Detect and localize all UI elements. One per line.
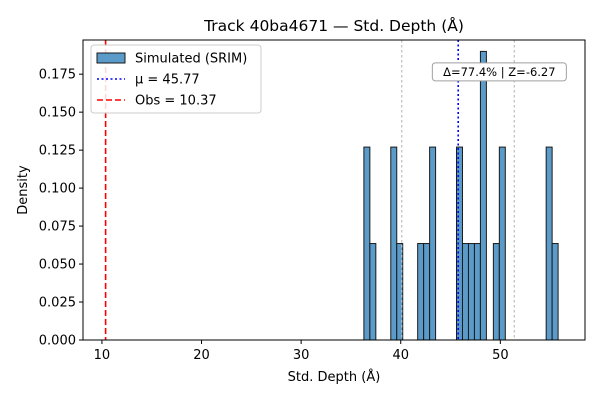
histogram-bar — [479, 50, 487, 341]
x-tick-label: 10 — [94, 348, 111, 363]
histogram-bar — [369, 243, 377, 341]
histogram-bar — [551, 243, 559, 341]
x-tick-label: 20 — [193, 348, 210, 363]
stats-annotation: Δ=77.4% | Z=-6.27 — [431, 62, 567, 82]
histogram-bar — [429, 146, 437, 341]
legend-swatch-bar — [96, 52, 126, 64]
histogram-bar — [473, 243, 481, 341]
histogram-bar — [417, 243, 425, 341]
legend-label: Obs = 10.37 — [135, 94, 217, 109]
x-tick-label: 30 — [293, 348, 310, 363]
x-axis-ticks: 10 20 30 40 50 — [94, 340, 509, 363]
histogram-bar — [363, 146, 371, 341]
x-tick-label: 40 — [392, 348, 409, 363]
y-tick-label: 0.050 — [39, 258, 76, 273]
y-tick-label: 0.025 — [39, 296, 76, 311]
legend-box — [90, 44, 262, 114]
y-axis-label: Density — [16, 165, 31, 215]
y-tick-label: 0.150 — [39, 106, 76, 121]
annotation-box — [431, 62, 567, 82]
y-tick-label: 0.100 — [39, 182, 76, 197]
legend: Simulated (SRIM) μ = 45.77 Obs = 10.37 — [90, 44, 262, 114]
plot-frame — [82, 39, 586, 341]
y-tick-label: 0.125 — [39, 144, 76, 159]
histogram-bar — [492, 243, 500, 341]
histogram-bar — [467, 243, 475, 341]
y-tick-label: 0.175 — [39, 68, 76, 83]
histogram-bar — [461, 243, 469, 341]
annotation-text: Δ=77.4% | Z=-6.27 — [443, 65, 556, 79]
chart-title: Track 40ba4671 — Std. Depth (Å) — [203, 16, 464, 35]
histogram-bar — [423, 243, 431, 341]
y-axis-ticks: 0.000 0.025 0.050 0.075 0.100 0.125 0.150 0.175 — [39, 68, 83, 349]
legend-label: Simulated (SRIM) — [135, 52, 247, 67]
y-tick-label: 0.000 — [39, 334, 76, 349]
legend-label: μ = 45.77 — [135, 73, 200, 88]
x-axis-label: Std. Depth (Å) — [288, 369, 381, 385]
y-tick-label: 0.075 — [39, 220, 76, 235]
x-tick-label: 50 — [492, 348, 509, 363]
histogram-bars — [363, 50, 559, 341]
histogram-bar — [498, 146, 506, 341]
axes — [82, 39, 586, 341]
histogram-bar — [390, 146, 398, 341]
histogram-bar — [545, 146, 553, 341]
